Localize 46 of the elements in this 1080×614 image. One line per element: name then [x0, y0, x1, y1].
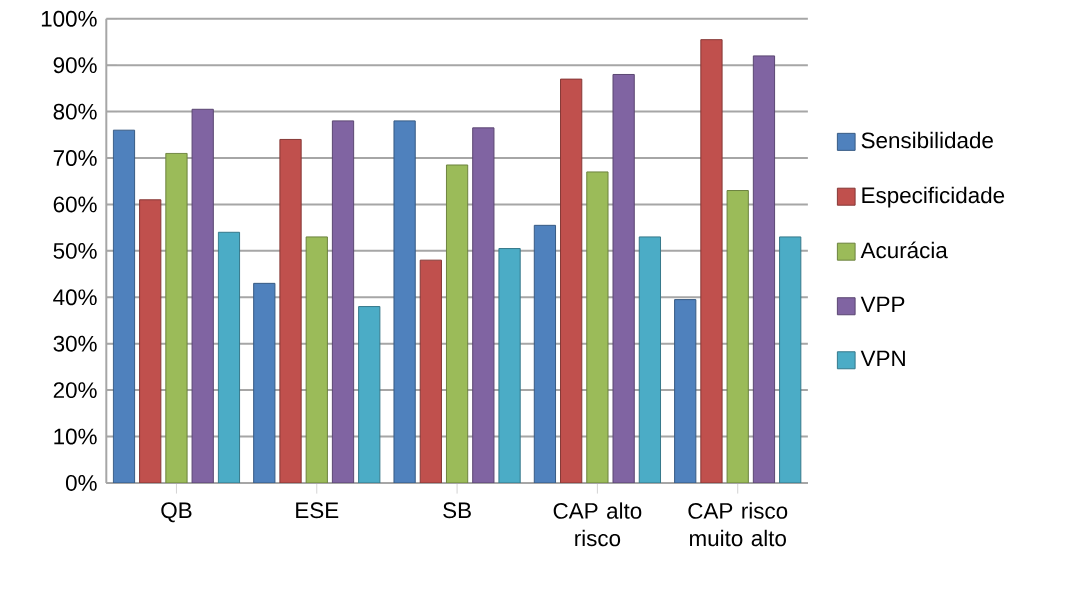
bar	[279, 138, 302, 483]
y-tick-label: 100%	[41, 10, 97, 27]
legend-label: VPP	[860, 296, 905, 313]
bar	[253, 282, 276, 483]
y-tick-label: 30%	[53, 335, 97, 352]
bar	[612, 73, 635, 483]
bar	[533, 224, 557, 483]
bar	[217, 231, 241, 483]
bar	[139, 199, 162, 483]
y-tick-label: 0%	[65, 474, 97, 491]
x-tick-label: ESE	[296, 502, 339, 519]
bar	[191, 108, 214, 483]
bar	[674, 299, 697, 483]
legend-label: Especificidade	[862, 186, 1005, 208]
bar	[419, 259, 442, 483]
bar	[560, 78, 583, 483]
bar	[305, 236, 328, 483]
legend-label: Sensibilidade	[861, 131, 993, 149]
bar	[445, 164, 469, 483]
y-tick-label: 60%	[53, 196, 97, 213]
x-tick-label: CAP alto risco	[553, 502, 642, 547]
bar	[331, 120, 355, 483]
x-tick-label: SB	[443, 502, 471, 519]
bar	[638, 236, 662, 483]
x-tick-label: CAP risco muito alto	[688, 502, 788, 547]
bar	[498, 248, 521, 483]
legend-label: VPN	[860, 350, 905, 367]
bar	[472, 127, 495, 483]
legend-label: Acurácia	[860, 241, 948, 259]
bar	[726, 190, 749, 483]
y-tick-label: 80%	[53, 103, 97, 120]
y-tick-label: 50%	[53, 242, 97, 259]
y-tick-label: 20%	[53, 382, 97, 399]
x-tick-label: QB	[161, 502, 192, 523]
bar	[358, 306, 381, 483]
bar	[586, 171, 609, 483]
y-tick-label: 90%	[53, 57, 97, 74]
bar	[779, 236, 802, 483]
y-tick-label: 10%	[54, 428, 97, 445]
bar	[165, 152, 188, 483]
bar	[393, 120, 416, 483]
y-tick-label: 70%	[53, 150, 97, 166]
bar	[700, 39, 723, 483]
y-tick-label: 40%	[53, 289, 97, 306]
bar	[752, 55, 776, 483]
bar	[112, 129, 136, 483]
